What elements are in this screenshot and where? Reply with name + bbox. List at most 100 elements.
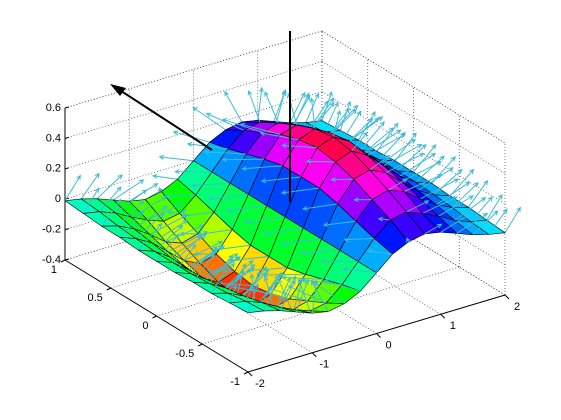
normal-arrow	[293, 276, 305, 310]
arrow-head	[110, 84, 126, 96]
y-tick-label: 0	[142, 320, 148, 332]
normal-arrow	[147, 203, 184, 221]
y-tick	[60, 259, 66, 263]
normal-arrow	[449, 168, 475, 197]
normal-arrow	[360, 121, 385, 151]
normal-arrow	[183, 241, 223, 262]
normal-arrow	[257, 86, 264, 121]
normal-arrow	[353, 197, 373, 203]
normal-arrow	[289, 91, 306, 123]
normal-arrow	[339, 100, 352, 131]
normal-arrow	[438, 195, 474, 217]
normal-arrow	[342, 110, 362, 141]
normal-arrow	[244, 216, 286, 225]
normal-arrow	[365, 129, 402, 154]
x-tick-label: 0	[385, 339, 391, 351]
z-tick	[64, 167, 70, 170]
normal-arrow	[275, 276, 291, 310]
normal-arrow	[293, 92, 310, 125]
normal-arrow	[275, 90, 287, 124]
normal-arrow	[376, 122, 399, 152]
normal-arrow	[351, 131, 368, 152]
normal-arrow	[192, 253, 215, 283]
normal-arrow	[286, 92, 298, 126]
normal-arrow	[424, 223, 443, 235]
normal-arrow	[259, 131, 299, 141]
z-tick-label: 0.6	[46, 102, 61, 114]
normal-arrow	[80, 172, 100, 200]
normal-arrow	[82, 187, 100, 214]
normal-arrow	[332, 109, 342, 138]
normal-arrow	[208, 193, 249, 201]
normal-arrow	[112, 179, 145, 201]
normal-arrow	[174, 243, 197, 273]
surface-face	[357, 237, 394, 274]
y-tick-label: 1	[51, 264, 57, 276]
normal-arrow	[137, 222, 163, 251]
normal-arrow	[131, 196, 167, 218]
z-tick-label: 0	[55, 193, 61, 205]
normal-arrow	[309, 97, 316, 129]
normal-arrow	[330, 177, 354, 182]
normal-arrow	[119, 210, 145, 238]
z-tick	[64, 258, 70, 261]
normal-arrow	[467, 179, 489, 208]
normal-arrow	[311, 279, 319, 314]
normal-arrow	[260, 176, 302, 184]
normal-arrow	[305, 159, 336, 164]
normal-arrow	[401, 161, 442, 183]
normal-arrow	[470, 196, 493, 223]
x-tick	[504, 294, 510, 300]
normal-arrow	[247, 89, 261, 123]
normal-arrow	[277, 275, 297, 308]
normal-arrow	[96, 174, 123, 200]
z-tick-label: -0.2	[42, 224, 61, 236]
normal-arrow	[247, 283, 259, 313]
normal-arrow	[165, 224, 205, 243]
normal-arrow	[153, 224, 184, 252]
surface-face	[228, 300, 266, 314]
normal-arrow	[417, 167, 454, 191]
normal-arrow	[152, 173, 178, 180]
normal-arrow	[440, 214, 470, 233]
z-tick	[64, 106, 70, 109]
normal-arrow	[387, 178, 408, 191]
y-tick-label: -0.5	[175, 348, 194, 360]
normal-arrow	[133, 205, 168, 230]
normal-arrow	[451, 182, 479, 208]
y-tick-label: 0.5	[87, 292, 102, 304]
normal-arrow	[149, 214, 189, 235]
x-tick-label: -1	[319, 359, 329, 371]
normal-arrow	[263, 275, 274, 309]
normal-arrow	[156, 233, 180, 262]
normal-arrow	[343, 237, 375, 243]
normal-arrow	[358, 111, 376, 141]
normal-arrow	[300, 249, 340, 256]
x-tick-label: 2	[514, 301, 520, 313]
normal-arrow	[210, 264, 229, 294]
normal-arrow	[264, 91, 279, 124]
normal-arrow	[320, 258, 359, 264]
normal-arrow	[190, 245, 218, 275]
normal-arrow	[433, 168, 463, 196]
normal-arrow	[322, 220, 357, 228]
normal-arrow	[281, 238, 322, 246]
normal-arrow	[190, 182, 231, 188]
normal-arrow	[192, 106, 226, 131]
y-tick	[198, 343, 203, 347]
normal-arrow	[504, 206, 521, 233]
normal-arrow	[241, 165, 283, 171]
x-tick	[247, 371, 253, 377]
x-tick	[311, 352, 317, 358]
normal-arrow	[208, 254, 234, 284]
normal-arrow	[472, 210, 499, 236]
normal-arrow	[362, 127, 395, 155]
normal-arrow	[399, 153, 437, 177]
normal-arrow	[323, 279, 361, 292]
normal-arrow	[383, 143, 423, 167]
normal-arrow	[151, 219, 189, 244]
normal-arrow	[436, 181, 471, 206]
normal-arrow	[301, 203, 338, 211]
normal-arrow	[203, 149, 247, 155]
normal-arrow	[221, 157, 265, 163]
